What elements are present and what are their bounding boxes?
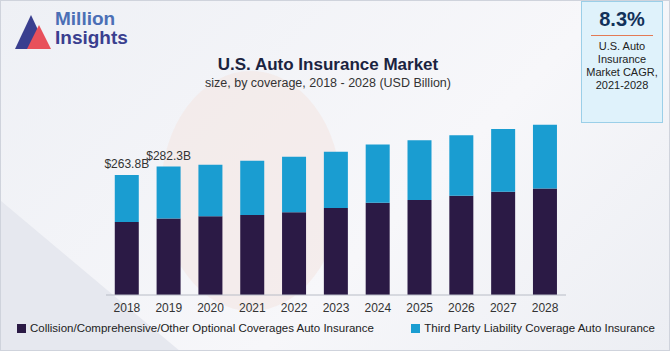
- svg-text:2024: 2024: [364, 301, 391, 315]
- svg-text:2022: 2022: [281, 301, 308, 315]
- svg-text:2020: 2020: [197, 301, 224, 315]
- html-text:U.S. Auto Insurance Market CAG: U.S. Auto Insurance Market CAGR, 2021-20…: [586, 40, 658, 91]
- svg-text:2026: 2026: [448, 301, 475, 315]
- svg-text:2019: 2019: [155, 301, 182, 315]
- svg-text:2023: 2023: [323, 301, 350, 315]
- svg-text:2028: 2028: [532, 301, 559, 315]
- html-text:size, by coverage, 2018 - 2028: size, by coverage, 2018 - 2028 (USD Bill…: [205, 76, 451, 90]
- svg-text:2027: 2027: [490, 301, 517, 315]
- html-text:8.3%: 8.3%: [599, 8, 645, 30]
- svg-text:2021: 2021: [239, 301, 266, 315]
- html-text:Insights: Insights: [55, 27, 128, 48]
- html-text:Collision/Comprehensive/Other: Collision/Comprehensive/Other Optional C…: [30, 322, 374, 334]
- html-text:Million: Million: [55, 8, 116, 29]
- svg-text:$263.8B: $263.8B: [104, 157, 149, 171]
- svg-text:2018: 2018: [114, 301, 141, 315]
- html-text:Third Party Liability Coverage: Third Party Liability Coverage Auto Insu…: [424, 322, 655, 334]
- html-text:U.S. Auto Insurance Market: U.S. Auto Insurance Market: [217, 55, 439, 74]
- svg-text:2025: 2025: [406, 301, 433, 315]
- svg-text:$282.3B: $282.3B: [146, 149, 191, 163]
